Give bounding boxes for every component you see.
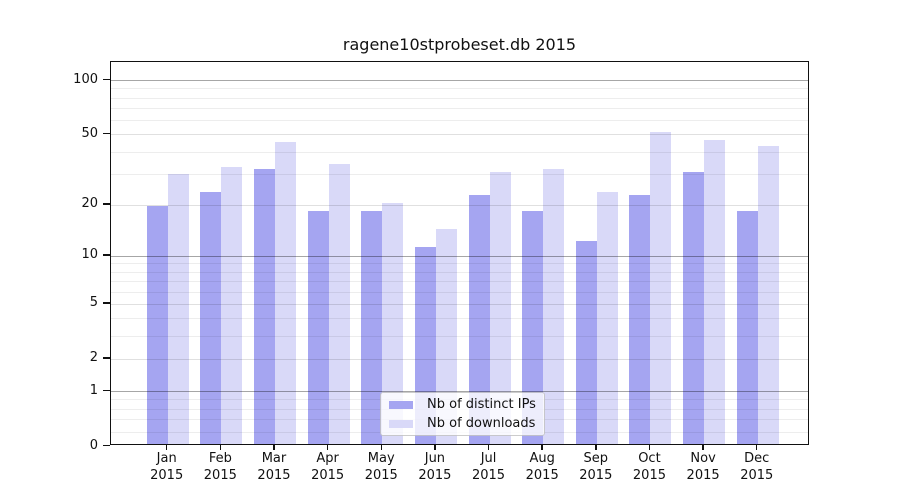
y-tick-label-2: 2 bbox=[89, 350, 98, 366]
x-tick-jun bbox=[434, 445, 436, 450]
minor-gridline-80 bbox=[111, 97, 808, 99]
x-tick-jan bbox=[165, 445, 168, 450]
bar-nb-of-distinct-ips-aug bbox=[522, 210, 544, 444]
legend-label-distinct-ips: Nb of distinct IPs bbox=[427, 396, 536, 412]
x-tick-label-jun: Jun 2015 bbox=[418, 451, 452, 483]
minor-gridline-7 bbox=[111, 281, 808, 283]
x-tick-sep bbox=[595, 445, 597, 450]
x-tick-aug bbox=[541, 445, 543, 450]
x-tick-nov bbox=[702, 445, 704, 450]
x-tick-oct bbox=[648, 445, 651, 450]
bar-nb-of-downloads-jan bbox=[167, 174, 189, 444]
bar-nb-of-downloads-apr bbox=[328, 164, 350, 444]
legend-label-downloads: Nb of downloads bbox=[427, 415, 536, 431]
bar-nb-of-distinct-ips-may bbox=[361, 210, 383, 444]
bar-nb-of-downloads-feb bbox=[221, 166, 243, 444]
y-tick-label-1: 1 bbox=[89, 382, 98, 398]
bar-nb-of-downloads-mar bbox=[274, 142, 296, 444]
y-tick-20 bbox=[103, 203, 110, 205]
y-tick-5 bbox=[103, 302, 110, 304]
minor-gridline-6 bbox=[111, 291, 808, 293]
x-tick-label-aug: Aug 2015 bbox=[525, 451, 559, 483]
x-tick-label-sep: Sep 2015 bbox=[579, 451, 613, 483]
y-tick-2 bbox=[103, 357, 110, 359]
minor-gridline-4 bbox=[111, 318, 808, 320]
x-tick-label-jan: Jan 2015 bbox=[150, 451, 184, 483]
x-tick-dec bbox=[755, 445, 758, 450]
bar-nb-of-downloads-aug bbox=[543, 169, 565, 444]
x-tick-label-may: May 2015 bbox=[364, 451, 398, 483]
bar-nb-of-distinct-ips-mar bbox=[253, 169, 275, 444]
gridline-50 bbox=[111, 134, 808, 136]
minor-gridline-70 bbox=[111, 108, 808, 109]
y-tick-label-50: 50 bbox=[81, 125, 98, 141]
bar-nb-of-downloads-dec bbox=[757, 145, 779, 444]
bar-nb-of-downloads-may bbox=[382, 202, 404, 444]
bar-nb-of-distinct-ips-nov bbox=[683, 171, 705, 444]
x-tick-label-mar: Mar 2015 bbox=[257, 451, 291, 483]
legend: Nb of distinct IPs Nb of downloads bbox=[380, 392, 545, 436]
gridline-5 bbox=[111, 303, 808, 305]
y-tick-label-0: 0 bbox=[89, 437, 98, 453]
minor-gridline-60 bbox=[111, 120, 808, 121]
y-tick-label-5: 5 bbox=[89, 295, 98, 311]
y-tick-label-100: 100 bbox=[73, 71, 98, 87]
x-tick-jul bbox=[487, 445, 490, 450]
y-tick-100 bbox=[103, 78, 110, 80]
major-gridline-100 bbox=[111, 80, 808, 81]
major-gridline-1 bbox=[111, 391, 808, 392]
x-tick-mar bbox=[273, 445, 275, 450]
legend-swatch-downloads bbox=[389, 419, 413, 428]
x-tick-label-apr: Apr 2015 bbox=[311, 451, 345, 483]
chart-title: ragene10stprobeset.db 2015 bbox=[342, 35, 577, 54]
bar-nb-of-distinct-ips-sep bbox=[575, 240, 597, 444]
bar-nb-of-distinct-ips-jan bbox=[146, 206, 168, 444]
bar-nb-of-distinct-ips-dec bbox=[736, 210, 758, 444]
x-tick-label-oct: Oct 2015 bbox=[632, 451, 666, 483]
legend-item-downloads: Nb of downloads bbox=[387, 416, 538, 432]
bar-nb-of-distinct-ips-oct bbox=[629, 195, 651, 444]
x-tick-may bbox=[380, 445, 382, 450]
bar-nb-of-downloads-nov bbox=[704, 140, 726, 444]
y-tick-0 bbox=[103, 444, 110, 446]
legend-swatch-distinct-ips bbox=[389, 400, 413, 409]
minor-gridline-30 bbox=[111, 173, 808, 175]
bar-nb-of-downloads-jun bbox=[435, 229, 457, 444]
minor-gridline-40 bbox=[111, 151, 808, 153]
bar-nb-of-downloads-sep bbox=[596, 192, 618, 444]
y-tick-50 bbox=[103, 132, 110, 135]
minor-gridline-8 bbox=[111, 271, 808, 273]
y-tick-label-10: 10 bbox=[81, 247, 98, 263]
x-tick-apr bbox=[326, 445, 329, 450]
bar-nb-of-distinct-ips-jul bbox=[468, 195, 490, 444]
legend-item-distinct-ips: Nb of distinct IPs bbox=[387, 397, 538, 413]
x-tick-feb bbox=[219, 445, 222, 450]
x-tick-label-jul: Jul 2015 bbox=[471, 451, 506, 483]
major-gridline-10 bbox=[111, 255, 808, 257]
x-tick-label-nov: Nov 2015 bbox=[686, 451, 720, 483]
x-tick-label-feb: Feb 2015 bbox=[203, 451, 237, 483]
minor-gridline-90 bbox=[111, 88, 808, 90]
minor-gridline-9 bbox=[111, 263, 808, 265]
gridline-20 bbox=[111, 204, 808, 206]
y-tick-1 bbox=[103, 389, 110, 392]
x-tick-label-dec: Dec 2015 bbox=[740, 451, 774, 483]
bar-nb-of-downloads-oct bbox=[650, 132, 672, 444]
plot-area bbox=[110, 61, 809, 445]
minor-gridline-3 bbox=[111, 336, 808, 338]
gridline-2 bbox=[111, 358, 808, 360]
bar-nb-of-downloads-jul bbox=[489, 171, 511, 444]
y-tick-label-20: 20 bbox=[81, 196, 98, 212]
bar-nb-of-distinct-ips-feb bbox=[200, 192, 222, 444]
y-tick-10 bbox=[103, 254, 110, 256]
bar-nb-of-distinct-ips-apr bbox=[307, 210, 329, 444]
